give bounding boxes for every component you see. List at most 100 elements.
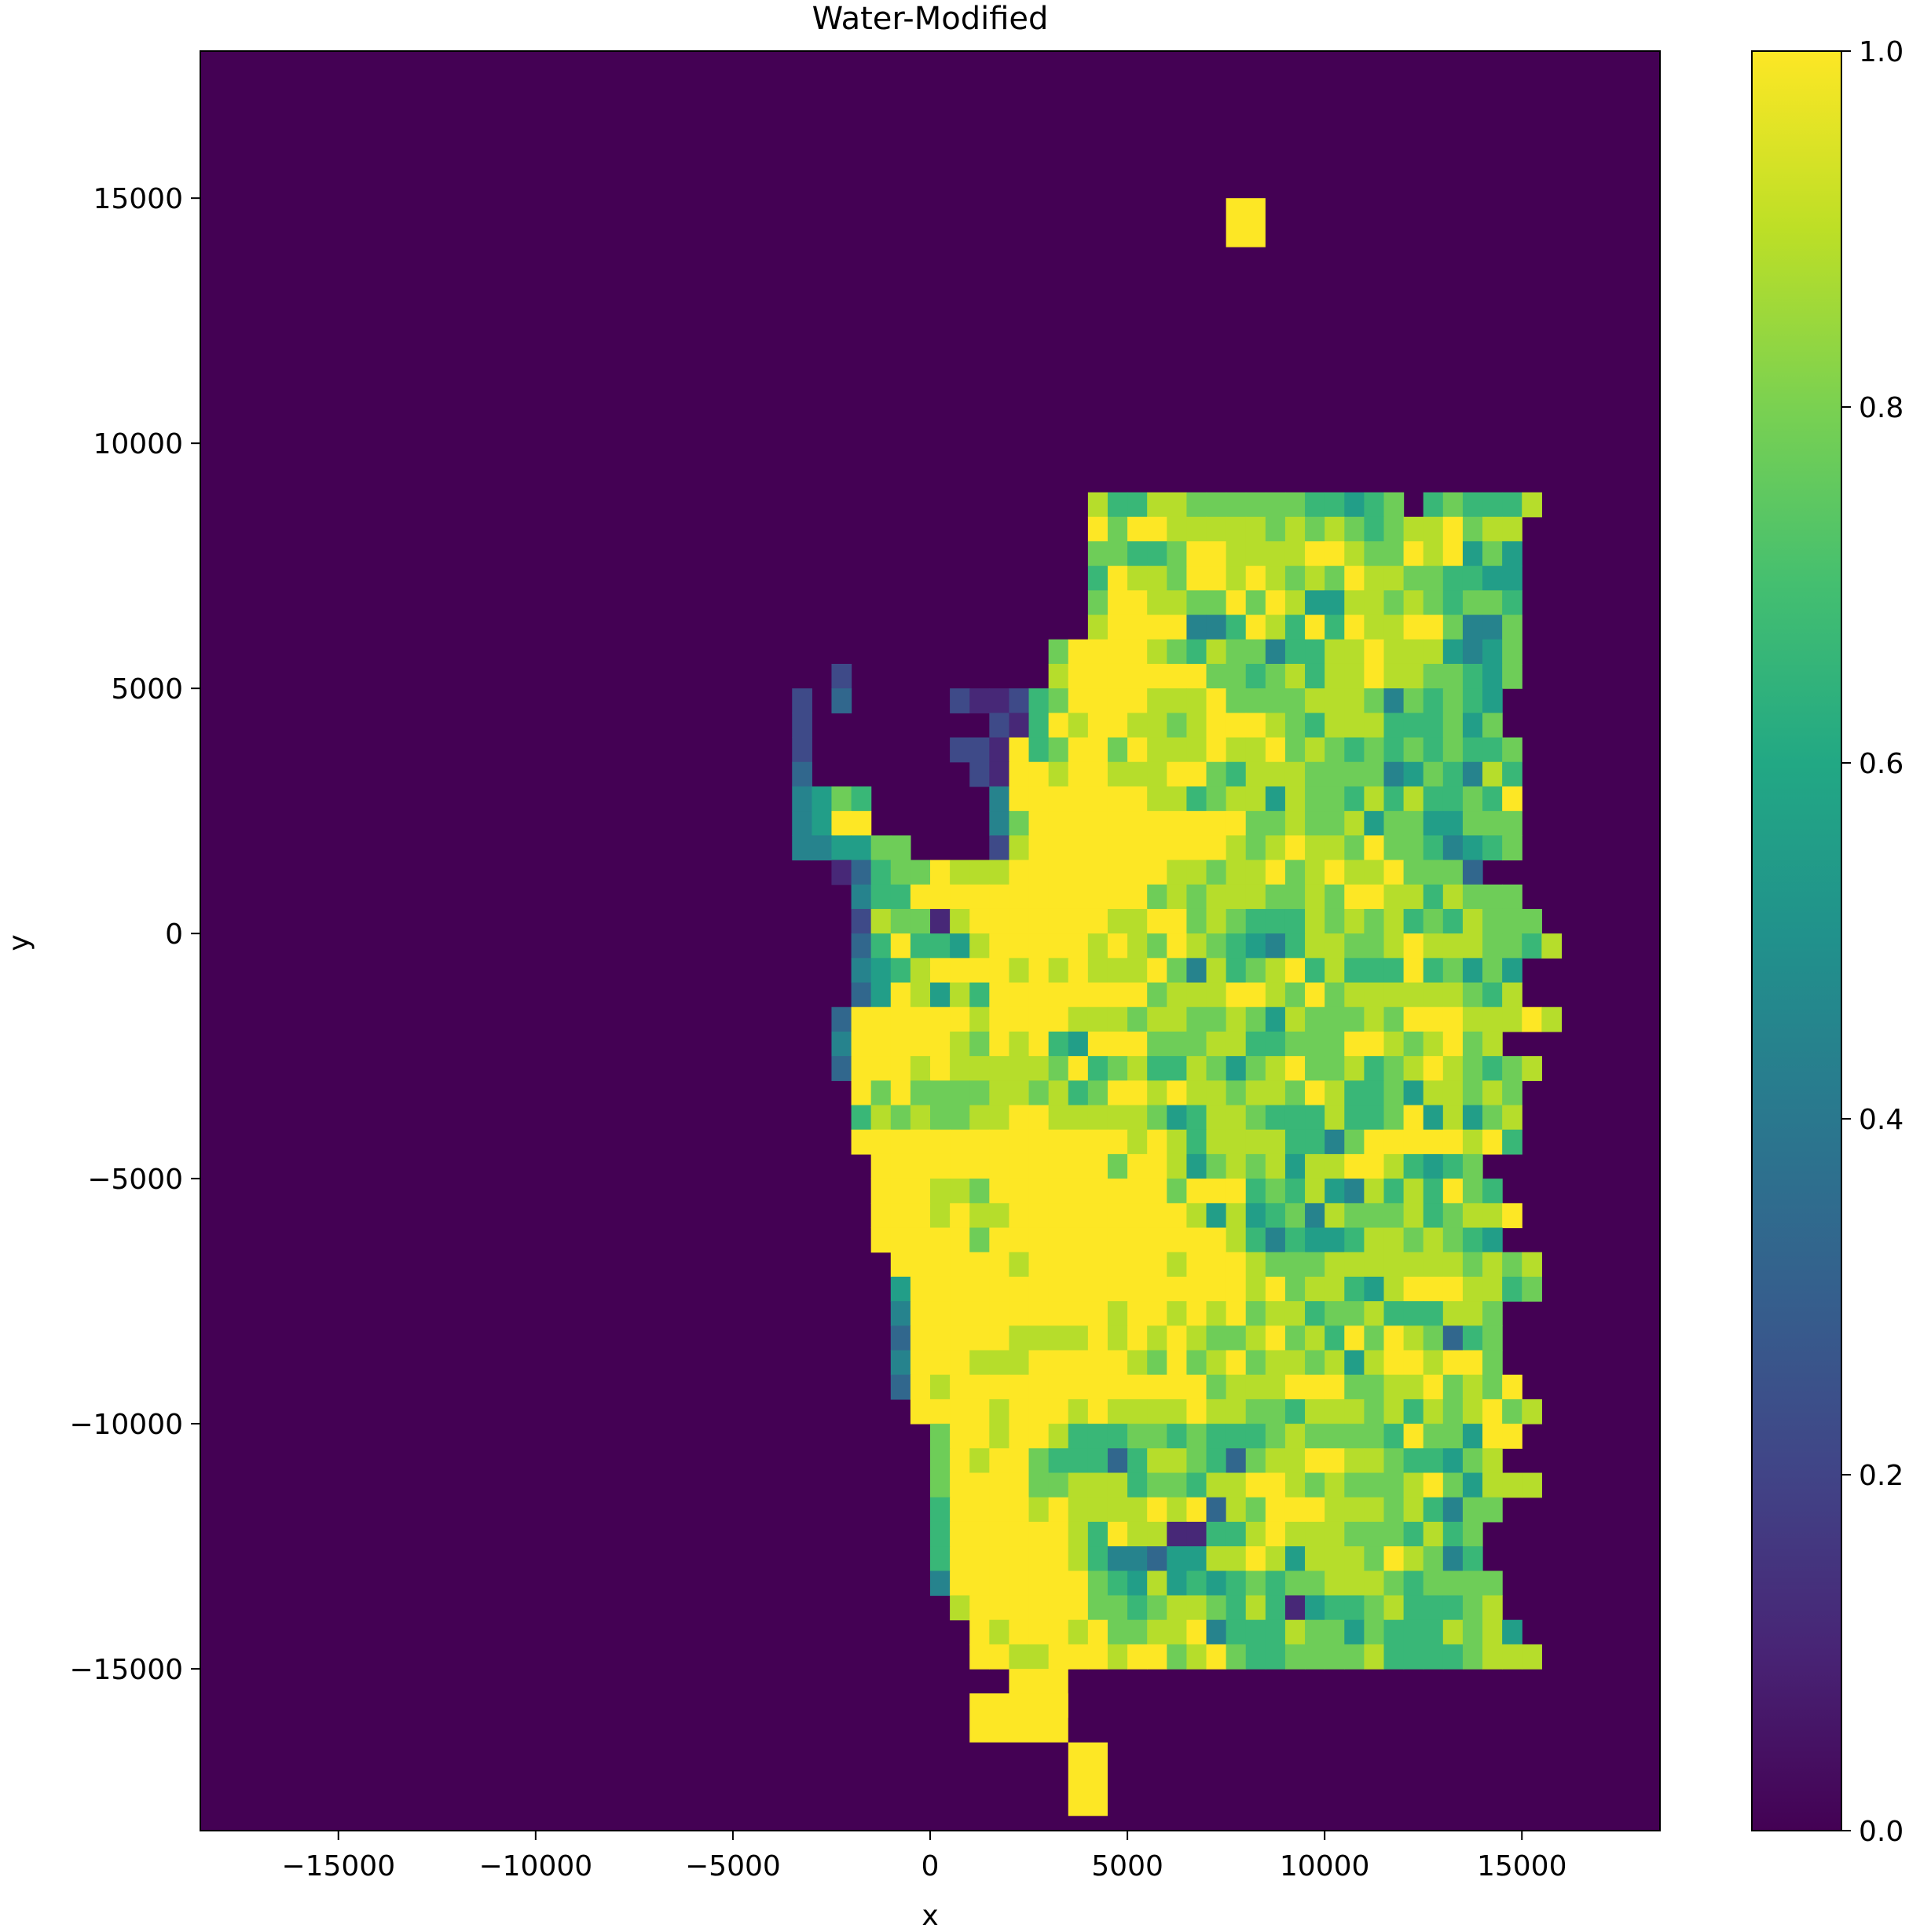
- heatmap-cell: [1226, 1424, 1247, 1449]
- heatmap-cell: [1107, 860, 1128, 885]
- heatmap-cell: [969, 908, 990, 934]
- heatmap-cell: [1245, 614, 1266, 640]
- heatmap-cell: [1048, 933, 1069, 959]
- heatmap-cell: [1048, 1080, 1069, 1106]
- heatmap-cell: [1009, 1424, 1030, 1449]
- heatmap-cell: [1206, 1448, 1227, 1474]
- heatmap-cell: [1147, 835, 1167, 861]
- heatmap-cell: [1442, 1276, 1464, 1302]
- heatmap-cell: [1344, 1153, 1365, 1179]
- heatmap-cell: [1048, 884, 1069, 910]
- heatmap-cell: [1245, 1399, 1266, 1424]
- heatmap-cell: [1284, 639, 1306, 665]
- heatmap-cell: [930, 982, 951, 1008]
- heatmap-cell: [1344, 1424, 1365, 1449]
- heatmap-cell: [1087, 1399, 1108, 1424]
- heatmap-cell: [1245, 1521, 1266, 1547]
- heatmap-cell: [950, 1571, 970, 1597]
- heatmap-cell: [1068, 786, 1089, 812]
- heatmap-cell: [1403, 663, 1424, 689]
- heatmap-cell: [1167, 1252, 1188, 1278]
- plot-area: [200, 51, 1660, 1831]
- heatmap-cell: [1068, 1595, 1089, 1621]
- heatmap-cell: [1482, 1644, 1503, 1670]
- heatmap-cell: [1502, 639, 1522, 665]
- heatmap-cell: [1423, 737, 1444, 763]
- heatmap-cell: [1265, 1546, 1286, 1571]
- heatmap-cell: [1442, 1521, 1464, 1547]
- heatmap-cell: [1048, 1472, 1069, 1498]
- heatmap-cell: [1009, 958, 1030, 984]
- heatmap-cell: [1325, 1179, 1345, 1204]
- heatmap-cell: [1423, 1276, 1444, 1302]
- heatmap-cell: [1087, 1546, 1108, 1571]
- heatmap-cell: [1265, 1080, 1286, 1106]
- heatmap-cell: [1442, 1129, 1464, 1155]
- heatmap-cell: [1284, 1325, 1306, 1351]
- heatmap-cell: [1462, 982, 1483, 1008]
- heatmap-cell: [910, 1203, 931, 1229]
- heatmap-cell: [1087, 1301, 1108, 1326]
- heatmap-cell: [910, 1105, 931, 1131]
- heatmap-cell: [1305, 1056, 1325, 1081]
- heatmap-cell: [1305, 1448, 1325, 1474]
- heatmap-cell: [930, 1227, 951, 1253]
- heatmap-cell: [1147, 516, 1167, 542]
- heatmap-cell: [1383, 835, 1405, 861]
- heatmap-cell: [1147, 1301, 1167, 1326]
- heatmap-cell: [1028, 1227, 1050, 1253]
- heatmap-cell: [1383, 1571, 1405, 1597]
- heatmap-cell: [1068, 1399, 1089, 1424]
- heatmap-cell: [792, 713, 812, 739]
- heatmap-cell: [1442, 688, 1464, 713]
- heatmap-cell: [1167, 1203, 1188, 1229]
- heatmap-cell: [969, 1521, 990, 1547]
- heatmap-cell: [989, 1595, 1010, 1621]
- heatmap-cell: [1403, 1571, 1424, 1597]
- heatmap-cell: [870, 1203, 892, 1229]
- heatmap-cell: [1048, 958, 1069, 984]
- heatmap-cell: [1305, 639, 1325, 665]
- heatmap-cell: [1028, 1301, 1050, 1326]
- heatmap-cell: [1048, 1497, 1069, 1523]
- heatmap-cell: [1423, 1448, 1444, 1474]
- heatmap-cell: [1265, 688, 1286, 713]
- heatmap-cell: [1186, 1521, 1207, 1547]
- heatmap-cell: [1265, 1179, 1286, 1204]
- heatmap-cell: [1325, 786, 1345, 812]
- heatmap-cell: [1127, 1153, 1148, 1179]
- heatmap-cell: [1226, 1153, 1247, 1179]
- heatmap-cell: [1383, 541, 1405, 566]
- heatmap-cell: [1009, 982, 1030, 1008]
- heatmap-cell: [1186, 786, 1207, 812]
- heatmap-cell: [851, 908, 872, 934]
- heatmap-cell: [1364, 1595, 1385, 1621]
- heatmap-cell: [1245, 884, 1266, 910]
- heatmap-cell: [1167, 1080, 1188, 1106]
- heatmap-cell: [1245, 1227, 1266, 1253]
- heatmap-cell: [870, 933, 892, 959]
- heatmap-cell: [1009, 1644, 1030, 1670]
- heatmap-cell: [1305, 761, 1325, 787]
- heatmap-cell: [1284, 1252, 1306, 1278]
- heatmap-cell: [1325, 1105, 1345, 1131]
- heatmap-cell: [1009, 1153, 1030, 1179]
- heatmap-cell: [1383, 1080, 1405, 1106]
- heatmap-cell: [910, 1006, 931, 1032]
- heatmap-cell: [1186, 1105, 1207, 1131]
- heatmap-cell: [1502, 1276, 1522, 1302]
- heatmap-cell: [1206, 1006, 1227, 1032]
- heatmap-cell: [1186, 1301, 1207, 1326]
- heatmap-cell: [1245, 1301, 1266, 1326]
- heatmap-cell: [1462, 761, 1483, 787]
- heatmap-cell: [1048, 639, 1069, 665]
- heatmap-cell: [890, 1153, 911, 1179]
- heatmap-cell: [1245, 958, 1266, 984]
- heatmap-cell: [989, 1619, 1010, 1645]
- heatmap-cell: [1423, 1399, 1444, 1424]
- heatmap-cell: [950, 933, 970, 959]
- heatmap-cell: [1462, 1644, 1483, 1670]
- heatmap-cell: [1048, 688, 1069, 713]
- heatmap-cell: [1482, 1374, 1503, 1400]
